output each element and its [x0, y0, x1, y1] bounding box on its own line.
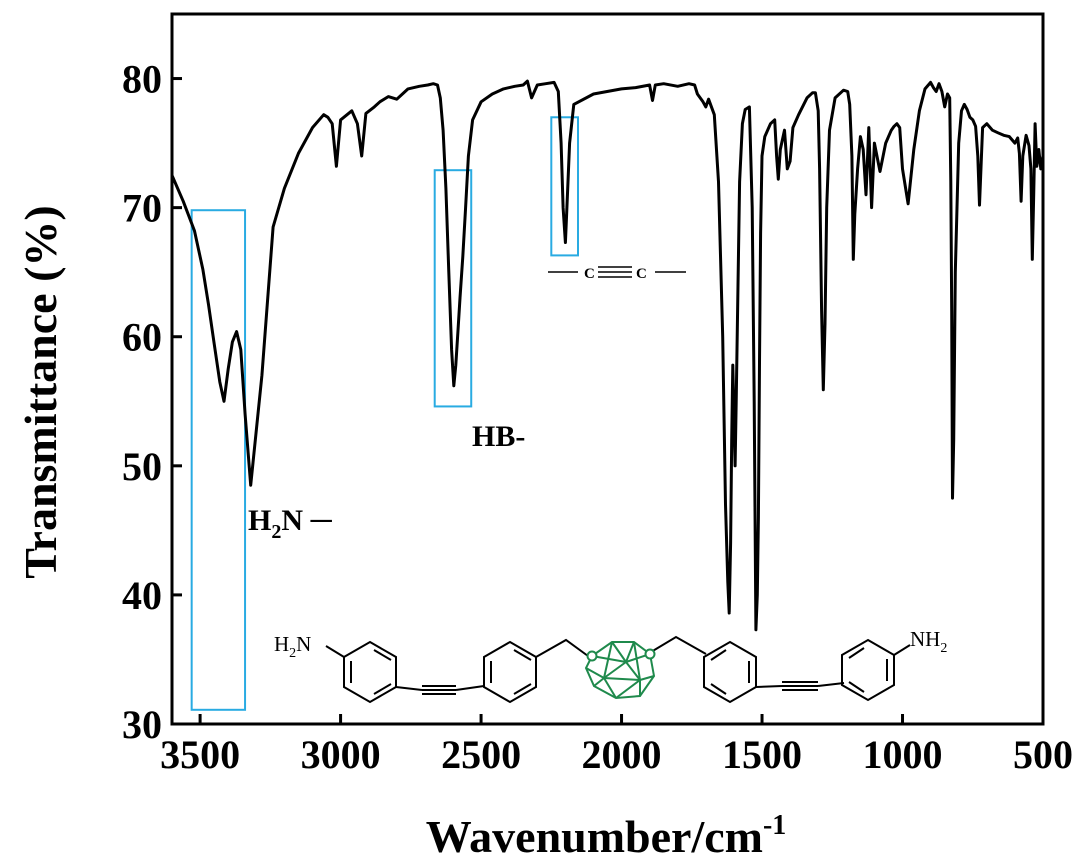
y-tick-label-80: 80	[122, 57, 162, 102]
highlight-box-2	[550, 116, 579, 257]
x-tick-label-1000: 1000	[863, 732, 943, 777]
x-tick-label-1500: 1500	[722, 732, 802, 777]
y-tick-label-50: 50	[122, 444, 162, 489]
right-amine-sub: 2	[940, 641, 947, 656]
y-tick-label-40: 40	[122, 573, 162, 618]
y-axis-title: Transmittance (%)	[15, 205, 66, 578]
annotation-nh2-sub: 2	[271, 521, 281, 543]
axes	[170, 12, 1045, 726]
annotation-hb: HB-	[472, 420, 525, 453]
x-axis-title: Wavenumber/cm-1	[426, 810, 787, 860]
y-tick-label-70: 70	[122, 186, 162, 231]
molecule-structure	[325, 635, 911, 704]
x-tick-label-500: 500	[1013, 732, 1073, 777]
left-amine-label: H2N	[274, 632, 311, 661]
y-tick-label-60: 60	[122, 315, 162, 360]
annotation-nh2: H2N ─	[248, 504, 333, 543]
y-tick-label-30: 30	[122, 702, 162, 747]
left-amine-sub: 2	[289, 646, 296, 661]
x-tick-label-2000: 2000	[582, 732, 662, 777]
x-tick-label-3500: 3500	[160, 732, 240, 777]
x-tick-label-3000: 3000	[301, 732, 381, 777]
right-amine-nh: NH	[910, 627, 940, 651]
highlight-box-1	[433, 169, 473, 408]
alkyne-c-left: C	[584, 266, 595, 282]
highlight-box-0	[190, 209, 247, 711]
annotation-nh2-h: H	[248, 504, 271, 537]
x-axis-title-sup: -1	[763, 810, 786, 841]
right-benzyl-ring	[703, 640, 757, 704]
left-amine-h: H	[274, 632, 289, 656]
plot-frame	[170, 12, 1045, 726]
annotation-nh2-tail: N ─	[281, 504, 332, 537]
carborane-cage	[584, 641, 656, 700]
left-amine-n: N	[296, 632, 311, 656]
right-amine-label: NH2	[910, 627, 947, 656]
x-axis-title-main: Wavenumber/cm	[426, 811, 763, 860]
x-tick-label-2500: 2500	[441, 732, 521, 777]
spectrum-line	[170, 79, 1045, 632]
highlight-boxes	[190, 116, 579, 711]
alkyne-c-right: C	[636, 266, 647, 282]
alkyne-sketch: C C	[548, 266, 686, 282]
ticks: 3500 3000 2500 2000 1500 1000 500 30 40 50 60 70 80	[122, 57, 1073, 777]
